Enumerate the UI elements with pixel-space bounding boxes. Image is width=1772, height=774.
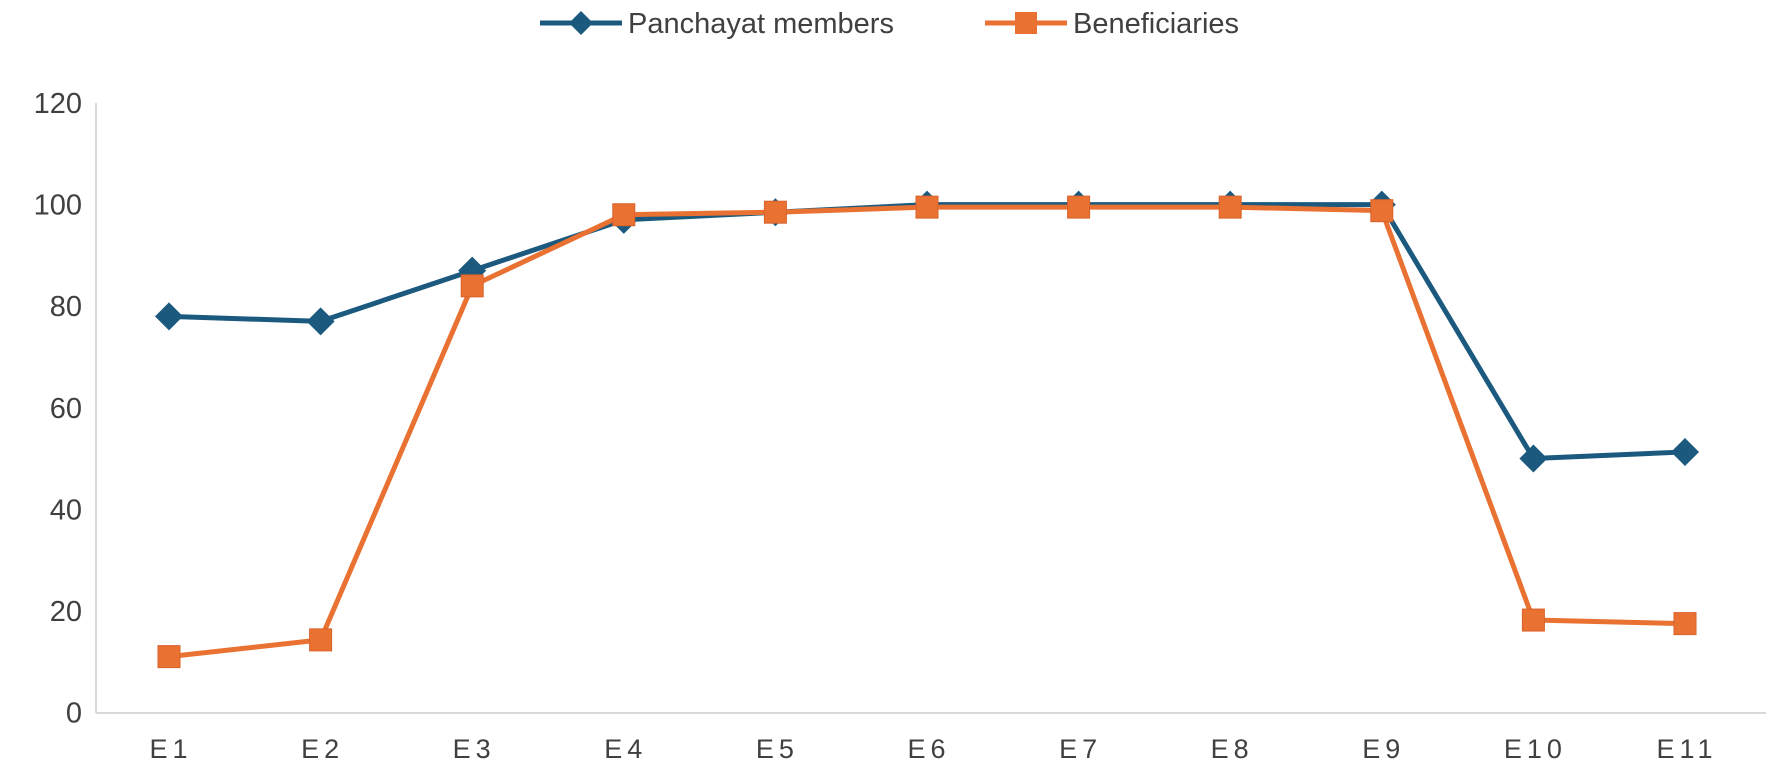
x-tick-label: E7	[1059, 734, 1102, 764]
y-tick-label: 0	[66, 698, 82, 730]
legend-item-panchayat-members[interactable]: Panchayat members	[540, 8, 894, 40]
diamond-marker-icon[interactable]	[1671, 437, 1699, 466]
x-tick-label: E1	[149, 734, 192, 764]
y-tick-label: 20	[50, 596, 82, 628]
diamond-marker-icon	[569, 11, 593, 35]
x-tick-label: E9	[1362, 734, 1405, 764]
square-marker-icon[interactable]	[763, 200, 787, 224]
x-tick-label: E10	[1504, 734, 1567, 764]
square-marker-icon[interactable]	[1067, 195, 1091, 219]
square-marker-icon[interactable]	[1218, 195, 1242, 219]
chart-series	[155, 190, 1699, 669]
y-tick-label: 60	[50, 393, 82, 425]
x-tick-label: E11	[1656, 734, 1717, 764]
y-axis-tick-labels: 0 20 40 60 80 100 120	[34, 88, 82, 730]
x-tick-label: E5	[756, 734, 799, 764]
y-tick-label: 40	[50, 494, 82, 526]
square-marker-icon[interactable]	[1370, 199, 1394, 223]
y-tick-label: 80	[50, 291, 82, 323]
series-line	[168, 204, 1686, 660]
chart-legend: Panchayat members Beneficiaries	[540, 8, 1239, 40]
legend-item-beneficiaries[interactable]: Beneficiaries	[985, 8, 1239, 40]
x-tick-label: E6	[907, 734, 950, 764]
square-marker-icon[interactable]	[1521, 608, 1545, 632]
x-tick-label: E8	[1211, 734, 1254, 764]
diamond-marker-icon[interactable]	[155, 302, 183, 331]
series-panchayat-members[interactable]	[155, 190, 1699, 473]
diamond-marker-icon[interactable]	[1519, 444, 1548, 473]
series-beneficiaries[interactable]	[157, 195, 1697, 669]
square-marker-icon[interactable]	[157, 645, 181, 669]
square-marker-icon[interactable]	[460, 274, 484, 298]
square-marker-icon[interactable]	[612, 203, 636, 227]
square-marker-icon[interactable]	[915, 195, 939, 219]
x-tick-label: E3	[453, 734, 496, 764]
legend-label: Panchayat members	[628, 8, 894, 40]
x-axis-tick-labels: E1 E2 E3 E4 E5 E6 E7 E8 E9 E10 E11	[149, 734, 1717, 764]
square-marker-icon	[1015, 12, 1037, 34]
diamond-marker-icon[interactable]	[306, 307, 335, 336]
square-marker-icon[interactable]	[309, 628, 333, 652]
chart-axes: 0 20 40 60 80 100 120 E1 E2 E3 E4 E5 E6 E7 E8 E9 E10 E11	[34, 88, 1766, 764]
x-tick-label: E2	[301, 734, 344, 764]
y-tick-label: 100	[34, 190, 82, 222]
y-tick-label: 120	[34, 88, 82, 120]
square-marker-icon[interactable]	[1673, 612, 1697, 636]
legend-label: Beneficiaries	[1073, 8, 1239, 40]
x-tick-label: E4	[604, 734, 647, 764]
